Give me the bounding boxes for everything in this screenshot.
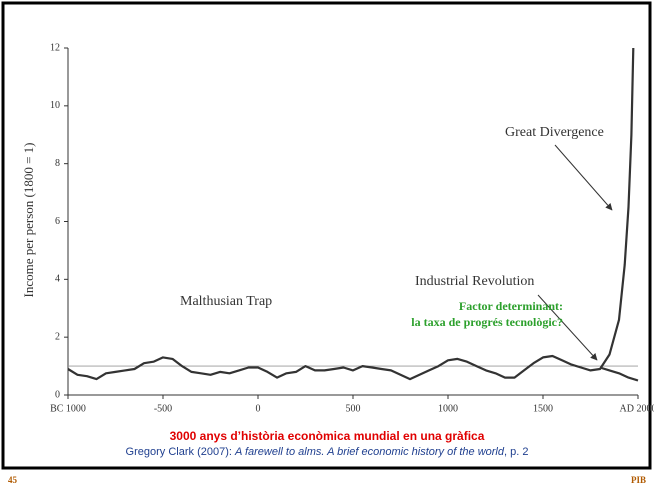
- x-tick-label: 0: [256, 403, 261, 414]
- x-tick-label: BC 1000: [50, 403, 86, 414]
- x-tick-label: AD 2000: [620, 403, 654, 414]
- footer-label: PIB: [631, 475, 646, 485]
- annotation: la taxa de progrés tecnològic?: [411, 315, 563, 329]
- y-tick-label: 2: [55, 331, 60, 342]
- work: A farewell to alms. A brief economic his…: [234, 446, 505, 458]
- y-tick-label: 4: [55, 274, 60, 285]
- y-axis-label: Income per person (1800 = 1): [21, 143, 36, 298]
- x-tick-label: 500: [346, 403, 361, 414]
- annotation: Industrial Revolution: [415, 274, 534, 289]
- slide-frame: [1, 1, 652, 470]
- caption-source: Gregory Clark (2007): A farewell to alms…: [126, 446, 529, 458]
- x-tick-label: -500: [154, 403, 172, 414]
- x-tick-label: 1000: [438, 403, 458, 414]
- arrow: [537, 294, 598, 361]
- income-line: [599, 366, 639, 382]
- y-tick-label: 8: [55, 158, 60, 169]
- slide-number: 45: [8, 475, 18, 485]
- income-line: [67, 47, 635, 381]
- annotation: Great Divergence: [505, 125, 604, 140]
- y-tick-label: 10: [50, 100, 60, 111]
- author: Gregory Clark (2007):: [126, 446, 235, 458]
- y-tick-label: 12: [50, 42, 60, 53]
- annotation: Factor determinant:: [459, 299, 563, 313]
- y-tick-label: 6: [55, 216, 60, 227]
- annotation: Malthusian Trap: [180, 294, 272, 309]
- caption-title: 3000 anys d’història econòmica mundial e…: [170, 429, 485, 443]
- page: , p. 2: [504, 446, 528, 458]
- x-tick-label: 1500: [533, 403, 553, 414]
- y-tick-label: 0: [55, 389, 60, 400]
- arrow: [554, 144, 613, 211]
